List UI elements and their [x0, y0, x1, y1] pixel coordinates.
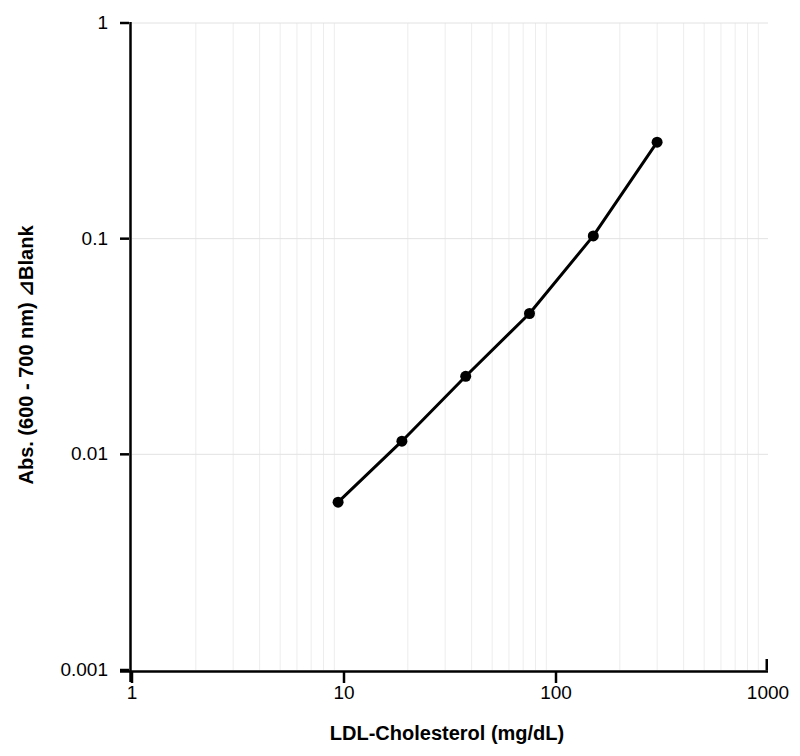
- y-tick-label: 0.001: [0, 660, 108, 680]
- x-tick-label: 1000: [747, 683, 789, 703]
- x-tick-label: 10: [333, 683, 354, 703]
- data-point-marker: [652, 137, 663, 148]
- ldl-cholesterol-standard-curve-chart: Abs. (600 - 700 nm) ⊿Blank LDL-Cholester…: [0, 0, 800, 756]
- series-line: [338, 142, 657, 502]
- plot-canvas: [0, 0, 800, 756]
- y-tick-label: 0.1: [0, 229, 108, 249]
- data-point-marker: [396, 436, 407, 447]
- data-point-marker: [460, 371, 471, 382]
- data-point-marker: [333, 497, 344, 508]
- x-tick-label: 1: [127, 683, 138, 703]
- x-axis-title: LDL-Cholesterol (mg/dL): [330, 722, 564, 745]
- data-point-marker: [588, 230, 599, 241]
- y-tick-label: 0.01: [0, 444, 108, 464]
- y-tick-label: 1: [0, 13, 108, 33]
- x-tick-label: 100: [540, 683, 572, 703]
- data-point-marker: [524, 308, 535, 319]
